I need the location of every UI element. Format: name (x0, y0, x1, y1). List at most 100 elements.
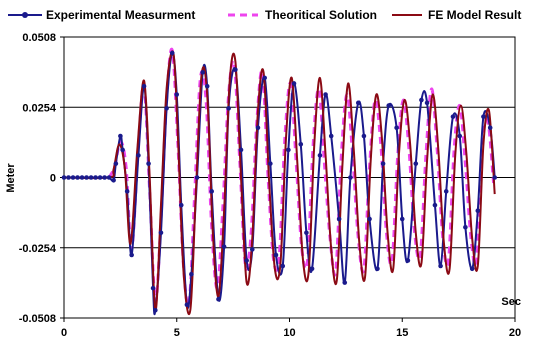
data-point (79, 175, 85, 180)
x-tick-label: 0 (61, 327, 67, 339)
data-point (178, 202, 184, 208)
data-point (413, 161, 419, 166)
data-point (97, 175, 103, 180)
data-point (450, 114, 456, 119)
data-point (348, 175, 353, 180)
series-line-2 (63, 50, 496, 316)
tick-labels: 0.0508 0.0254 0 -0.0254 -0.0508 0 5 10 15 20 (19, 32, 521, 339)
data-point (328, 133, 334, 139)
data-point (255, 125, 261, 131)
y-tick-label: -0.0508 (19, 313, 56, 325)
data-point (129, 252, 134, 258)
data-point (118, 133, 123, 139)
data-point (249, 247, 255, 252)
experimental-markers (61, 50, 498, 313)
y-tick-label: 0.0254 (22, 102, 57, 114)
y-tick-label: -0.0254 (19, 243, 57, 255)
legend-item-theoretical: Theoritical Solution (228, 8, 377, 22)
data-point (424, 100, 430, 106)
data-point (124, 189, 130, 194)
data-point (481, 114, 486, 119)
x-axis-unit-label: Sec (501, 296, 521, 308)
data-point (463, 224, 468, 230)
data-point (355, 100, 361, 106)
data-point (492, 175, 498, 180)
data-point (184, 302, 190, 308)
series (61, 47, 498, 316)
data-point (469, 266, 475, 272)
series-2 (63, 50, 496, 316)
data-point (268, 161, 273, 166)
data-point (432, 202, 438, 208)
data-point (84, 175, 89, 180)
data-point (93, 175, 98, 180)
data-point (438, 263, 443, 269)
data-point (342, 280, 348, 285)
data-point (323, 92, 328, 97)
data-point (61, 175, 67, 180)
data-point (66, 175, 71, 180)
data-point (380, 161, 386, 166)
data-point (394, 125, 399, 131)
data-point (286, 147, 291, 153)
data-point (106, 175, 112, 180)
data-point (189, 272, 194, 277)
data-point (221, 244, 227, 249)
data-point (153, 307, 158, 313)
legend-label-fe-model: FE Model Result (428, 8, 521, 22)
data-point (386, 103, 392, 108)
data-point (70, 175, 76, 180)
data-point (336, 216, 342, 222)
data-point (146, 161, 151, 166)
legend-item-fe-model: FE Model Result (392, 8, 521, 22)
data-point (244, 258, 249, 263)
data-point (309, 266, 315, 272)
data-point (226, 106, 231, 111)
data-point (405, 258, 411, 263)
legend-item-experimental: Experimental Measurment (8, 8, 195, 22)
data-point (262, 75, 267, 81)
x-tick-label: 5 (174, 327, 180, 339)
data-point (457, 133, 463, 139)
data-point (367, 216, 372, 222)
data-point (164, 106, 169, 111)
data-point (399, 216, 405, 222)
data-point (88, 175, 94, 180)
data-point (102, 175, 107, 180)
y-tick-label: 0.0508 (22, 32, 56, 44)
data-point (419, 97, 424, 103)
data-point (158, 230, 164, 236)
data-point (169, 50, 175, 56)
y-axis-label: Meter (5, 163, 17, 193)
data-point (304, 230, 309, 236)
data-point (317, 153, 323, 158)
data-point (113, 161, 119, 166)
data-point (487, 125, 493, 131)
data-point (209, 189, 214, 194)
data-point (298, 142, 304, 147)
data-point (174, 92, 180, 97)
data-point (291, 81, 297, 86)
data-point (273, 252, 279, 258)
data-point (150, 285, 156, 291)
data-point (204, 83, 210, 89)
data-point (136, 153, 141, 158)
legend-label-experimental: Experimental Measurment (46, 8, 195, 22)
x-tick-label: 10 (283, 327, 295, 339)
data-point (475, 208, 481, 213)
data-point (375, 266, 380, 272)
legend-label-theoretical: Theoritical Solution (265, 8, 377, 22)
data-point (111, 177, 116, 183)
data-point (233, 67, 238, 72)
data-point (238, 147, 244, 153)
data-point (141, 83, 147, 89)
data-point (361, 133, 367, 139)
legend: Experimental Measurment Theoritical Solu… (8, 8, 521, 22)
x-tick-label: 15 (396, 327, 408, 339)
data-point (280, 263, 286, 269)
data-point (120, 147, 125, 153)
x-tick-label: 20 (509, 327, 521, 339)
data-point (75, 175, 80, 180)
